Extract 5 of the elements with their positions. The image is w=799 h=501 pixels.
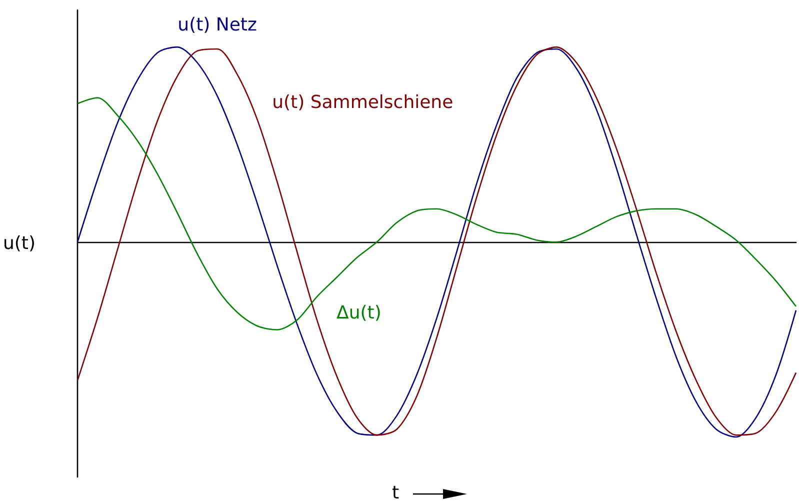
y-axis-title: u(t) [2,233,36,254]
series-label: Δu(t) [336,302,382,324]
series-label: u(t) Netz [178,14,257,36]
series-label: u(t) Sammelschiene [272,92,454,114]
x-axis-title: t [392,482,400,501]
